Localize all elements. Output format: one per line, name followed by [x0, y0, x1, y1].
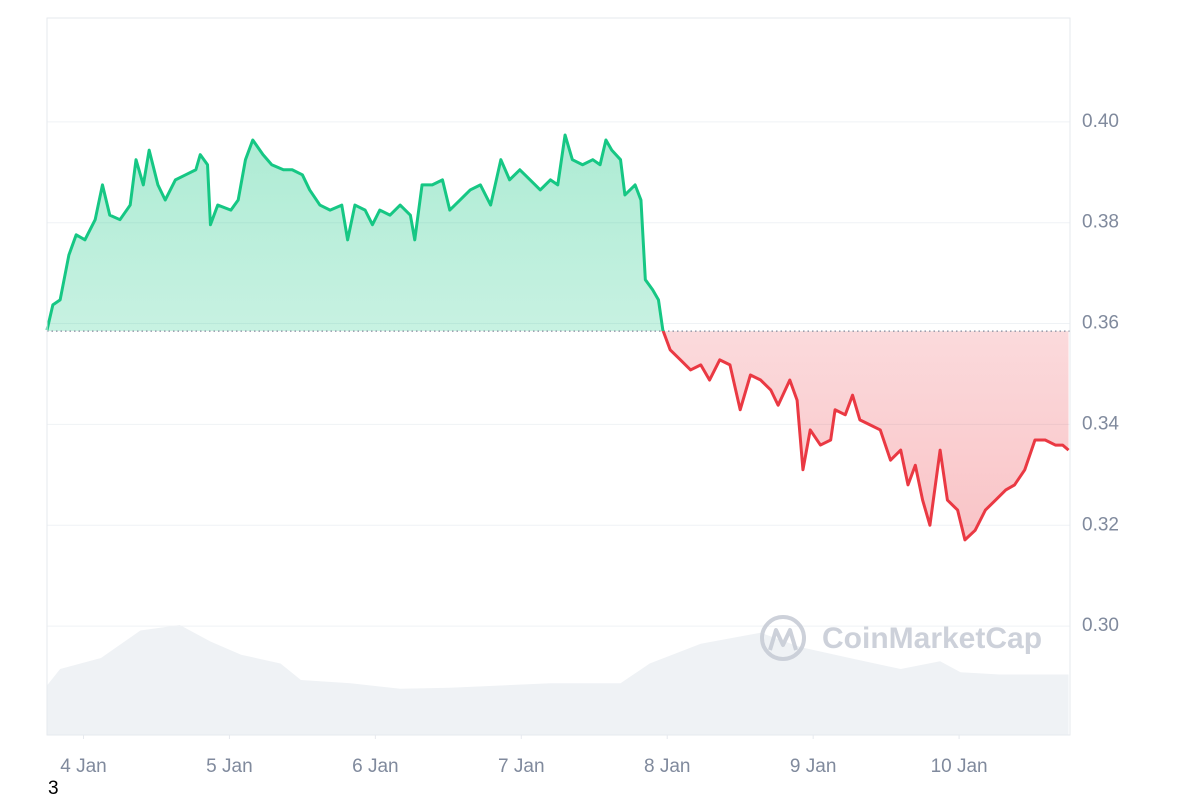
y-tick-label: 0.34 — [1082, 413, 1119, 434]
y-tick-label: 0.36 — [1082, 313, 1119, 334]
y-tick-label: 0.32 — [1082, 514, 1119, 535]
plot-border — [46, 17, 1071, 736]
y-tick-label: 0.30 — [1082, 615, 1119, 636]
area-up — [47, 134, 1069, 332]
x-tick-label: 5 Jan — [206, 756, 252, 777]
watermark-logo-mark — [768, 628, 798, 651]
watermark-logo — [760, 615, 806, 661]
ticks: 0.30 0.32 0.34 0.36 0.38 0.40 4 Jan 5 Jan 6 Jan 7… — [60, 111, 1119, 777]
y-tick-label: 0.40 — [1082, 111, 1119, 132]
area — [47, 134, 1069, 540]
price-line-down — [661, 331, 1070, 542]
volume — [47, 625, 1069, 735]
watermark-text: CoinMarketCap — [822, 622, 1042, 655]
x-tick-label: 6 Jan — [352, 756, 398, 777]
footnote: 3 — [48, 778, 59, 799]
x-tick-label: 10 Jan — [931, 756, 988, 777]
x-tick-label: 9 Jan — [790, 756, 836, 777]
x-tick-label: 7 Jan — [498, 756, 544, 777]
price-line-up — [45, 133, 665, 332]
x-tick-label: 8 Jan — [644, 756, 690, 777]
y-tick-label: 0.38 — [1082, 212, 1119, 233]
volume-area — [47, 625, 1069, 735]
x-tick-label: 4 Jan — [60, 756, 106, 777]
line — [45, 133, 1070, 542]
watermark: CoinMarketCap — [760, 615, 1042, 661]
